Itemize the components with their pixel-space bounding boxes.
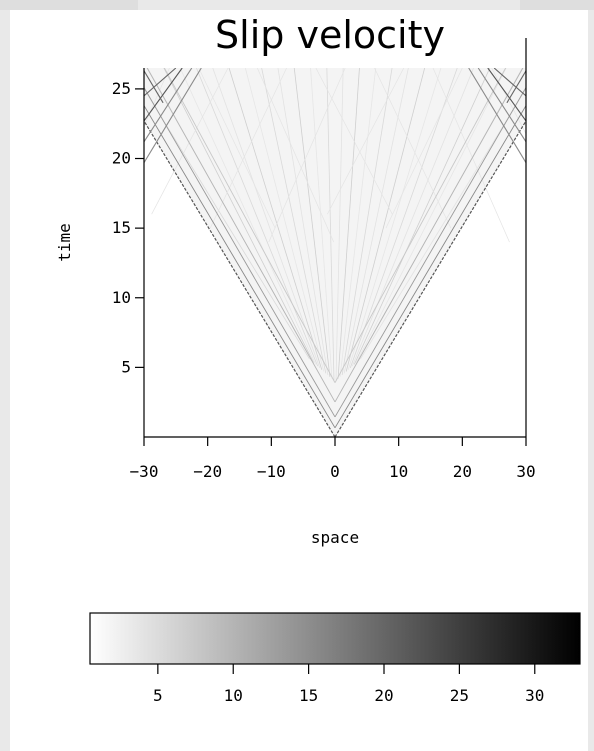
colorbar-tick-label: 10 [224,686,243,705]
reflected-front-line [493,68,526,97]
interior-ray [343,68,409,374]
interior-ray [374,68,452,229]
interior-ray [198,68,276,229]
y-tick-label: 25 [112,79,131,98]
y-axis-label: time [55,223,74,262]
rupture-front-line [144,87,336,418]
rupture-front-line [334,120,526,437]
reflected-front-line [144,68,202,163]
x-tick-label: 0 [330,462,340,481]
colorbar-tick-label: 15 [299,686,318,705]
wedge-fill [144,68,526,437]
interior-ray [209,68,287,229]
reflected-front-line [144,68,193,143]
rupture-front-line [334,105,526,429]
interior-ray [228,68,323,370]
interior-ray [268,68,346,243]
interior-ray [144,68,170,127]
x-tick-label: −30 [130,462,159,481]
rupture-front-line [334,68,524,403]
interior-ray [163,68,314,363]
y-tick-label: 5 [121,357,131,376]
y-tick-label: 10 [112,288,131,307]
top-right-strip [520,0,594,10]
interior-ray [196,68,319,367]
rupture-front-line [146,68,336,403]
top-left-strip [0,0,138,10]
rupture-front-line [144,105,336,429]
interior-ray [345,68,426,372]
colorbar-gradient [89,612,581,665]
interior-ray [353,68,491,365]
interior-ray [335,68,344,381]
interior-ray [356,68,507,363]
interior-ray [326,68,335,381]
rupture-front-line [144,120,336,437]
interior-ray [310,68,333,379]
x-tick-label: −10 [257,462,286,481]
interior-ray [293,68,331,377]
y-tick-label: 15 [112,218,131,237]
interior-ray [337,68,360,379]
interior-ray [257,68,335,243]
axes: −30 −20 −10 0 10 20 30 5 10 15 20 25 space time [55,38,536,547]
reflected-front-line [487,68,526,122]
colorbar-tick-label: 5 [153,686,163,705]
rupture-front-line [163,68,336,383]
interior-ray [327,68,405,215]
colorbar-tick-label: 30 [525,686,544,705]
reflected-front-line [477,68,526,143]
interior-ray [151,68,229,215]
reflected-front-line [506,70,526,104]
x-tick-label: 10 [389,462,408,481]
interior-ray [179,68,317,365]
interior-ray [261,68,327,374]
interior-ray [432,68,510,243]
rupture-front-line [334,87,526,418]
colorbar-tick-label: 20 [374,686,393,705]
reflected-front-line [144,68,183,122]
interior-ray [212,68,321,369]
reflected-front-line [144,70,164,104]
x-tick-label: 20 [453,462,472,481]
interior-ray [339,68,377,377]
interior-ray [491,68,526,135]
interior-ray [349,68,458,369]
interior-ray [341,68,393,376]
y-tick-label: 20 [112,149,131,168]
heatmap-content [144,68,526,437]
interior-ray [351,68,474,367]
interior-ray [347,68,442,370]
rupture-front-line [334,68,507,383]
chart-title: Slip velocity [215,13,445,57]
colorbar: 5 10 15 20 25 30 [89,612,581,705]
reflected-front-line [144,68,177,97]
interior-ray [315,68,393,215]
interior-ray [244,68,325,372]
colorbar-tick-label: 25 [450,686,469,705]
x-axis-label: space [311,528,359,547]
interior-ray [277,68,329,376]
reflected-front-line [468,68,526,163]
interior-ray [385,68,463,229]
x-tick-label: 30 [516,462,535,481]
x-tick-label: −20 [193,462,222,481]
